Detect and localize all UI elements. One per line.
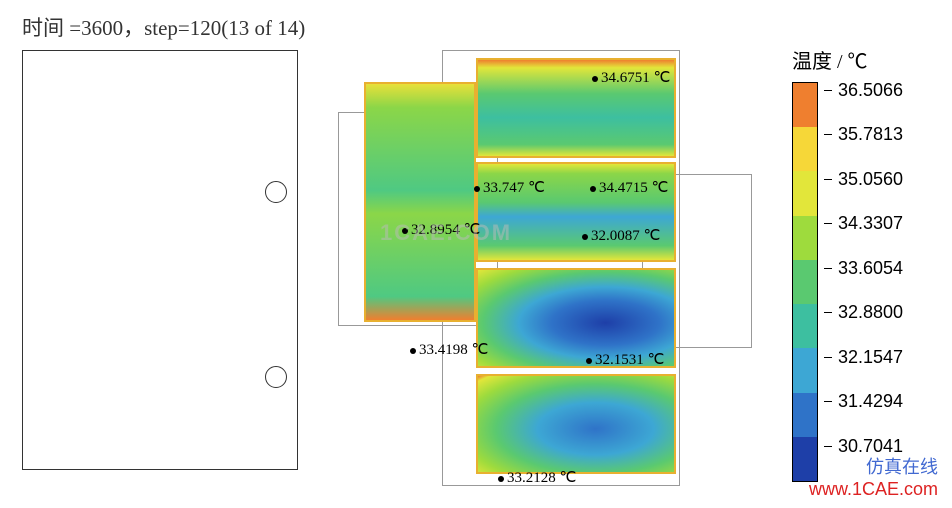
legend-segment bbox=[793, 260, 817, 304]
temperature-probe: 33.747 ℃ bbox=[474, 178, 545, 197]
thermal-block bbox=[364, 82, 476, 322]
legend-label: 35.7813 bbox=[824, 124, 903, 145]
legend-segment bbox=[793, 216, 817, 260]
hole-circle-2 bbox=[265, 366, 287, 388]
legend-segment bbox=[793, 171, 817, 215]
temperature-probe: 34.4715 ℃ bbox=[590, 178, 668, 197]
temperature-probe: 32.1531 ℃ bbox=[586, 350, 664, 369]
temperature-probe: 33.4198 ℃ bbox=[410, 340, 488, 359]
legend-body: 36.5066 35.7813 35.0560 34.3307 33.6054 32.88… bbox=[792, 82, 940, 482]
legend-bar bbox=[792, 82, 818, 482]
thermal-view: 34.6751 ℃33.747 ℃34.4715 ℃32.8954 ℃32.00… bbox=[320, 50, 760, 490]
watermark-line1: 仿真在线 bbox=[809, 453, 938, 479]
legend-label: 36.5066 bbox=[824, 80, 903, 101]
legend-label: 32.1547 bbox=[824, 347, 903, 368]
color-legend: 温度 / ℃ 36.5066 35.7813 35.0560 34.3307 33.60… bbox=[792, 45, 940, 482]
temperature-probe: 34.6751 ℃ bbox=[592, 68, 670, 87]
legend-label: 35.0560 bbox=[824, 169, 903, 190]
watermark-center: 1CAE.COM bbox=[380, 220, 512, 246]
temperature-probe: 32.0087 ℃ bbox=[582, 226, 660, 245]
watermark-box: 仿真在线 www.1CAE.com bbox=[809, 453, 938, 500]
left-outline-panel bbox=[22, 50, 298, 470]
legend-segment bbox=[793, 83, 817, 127]
legend-title: 温度 / ℃ bbox=[792, 45, 940, 74]
legend-segment bbox=[793, 304, 817, 348]
hole-circle-1 bbox=[265, 181, 287, 203]
legend-label: 31.4294 bbox=[824, 391, 903, 412]
legend-segment bbox=[793, 393, 817, 437]
legend-segment bbox=[793, 127, 817, 171]
legend-label: 34.3307 bbox=[824, 213, 903, 234]
watermark-line2: www.1CAE.com bbox=[809, 479, 938, 500]
legend-segment bbox=[793, 348, 817, 392]
thermal-block bbox=[476, 162, 676, 262]
legend-labels: 36.5066 35.7813 35.0560 34.3307 33.6054 32.88… bbox=[818, 82, 940, 482]
page-title: 时间 =3600，step=120(13 of 14) bbox=[22, 12, 305, 42]
temperature-probe: 33.2128 ℃ bbox=[498, 468, 576, 487]
thermal-block bbox=[476, 374, 676, 474]
legend-label: 32.8800 bbox=[824, 302, 903, 323]
legend-label: 33.6054 bbox=[824, 258, 903, 279]
